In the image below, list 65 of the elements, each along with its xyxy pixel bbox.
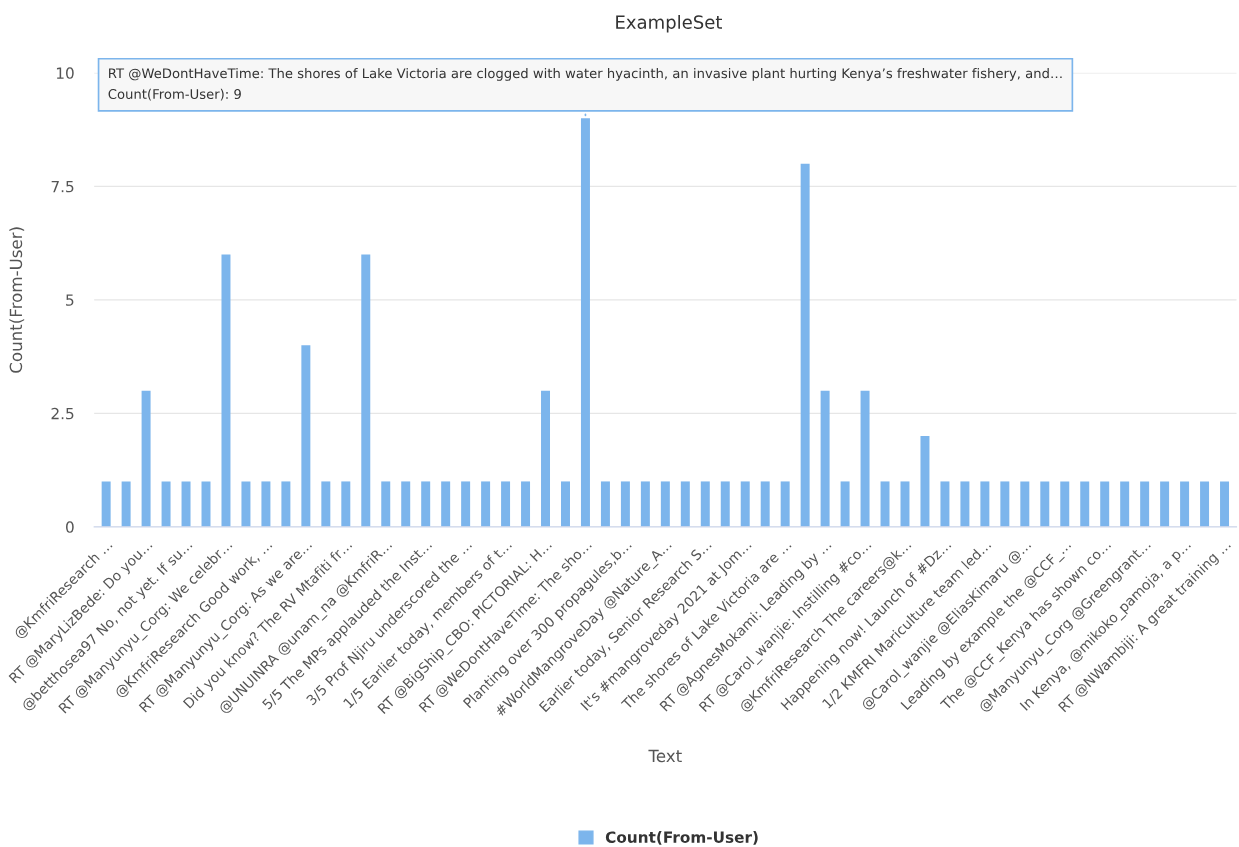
bar [1040,481,1050,527]
bar [121,481,131,527]
bar [221,254,231,527]
bar [1000,481,1010,527]
bar [1180,481,1190,527]
bar [261,481,271,527]
bar [1100,481,1110,527]
bar [940,481,950,527]
bar [640,481,650,527]
bar [161,481,171,527]
bar [421,481,431,527]
bar [1080,481,1090,527]
y-tick-label: 2.5 [51,407,74,420]
bar [1060,481,1070,527]
y-tick-label: 7.5 [51,181,74,193]
bar [1200,481,1210,527]
bar [101,481,111,527]
y-axis-title: Count(From-User) [9,227,25,373]
bar [740,481,750,527]
bar [960,481,970,527]
bar [720,481,730,527]
annotation: RT @WeDontHaveTime: The shores of Lake Victoria are clogged with water hyacinth, an invasive plant hurting Kenya’s freshwater fishery, and… Count(From-User): 9 [108,68,1062,101]
bar [620,481,630,527]
bar [1160,481,1170,527]
y-tick-label: 0 [66,521,74,533]
bar [381,481,391,527]
bar [560,481,570,527]
bar [580,118,590,527]
bar [980,481,990,527]
bar [241,481,251,527]
bar [361,254,371,527]
y-tick-label: 5 [66,294,74,306]
bar [521,481,531,527]
bar [481,481,491,527]
bar [441,481,451,527]
bar [820,390,830,527]
bar [840,481,850,527]
bar [800,163,810,527]
bar [780,481,790,527]
bar [141,390,151,527]
bar [600,481,610,527]
bar [341,481,351,527]
bar [301,345,311,527]
bar [1140,481,1150,527]
bar [660,481,670,527]
bar [1120,481,1130,527]
bar [680,481,690,527]
y-tick-label: 10 [56,67,74,79]
chart-title: ExampleSet [616,14,722,33]
x-axis-title: Text [648,749,682,763]
bar [1220,481,1230,527]
bar [880,481,890,527]
bar [541,390,551,527]
bar [501,481,511,527]
bar [321,481,331,527]
bar [700,481,710,527]
bar [181,481,191,527]
bar [920,436,930,527]
bar [461,481,471,527]
bar [401,481,411,527]
bar [860,390,870,527]
bar [760,481,770,527]
bar [1020,481,1030,527]
bar [281,481,291,527]
legend-label: Count(From-User) [605,831,758,845]
